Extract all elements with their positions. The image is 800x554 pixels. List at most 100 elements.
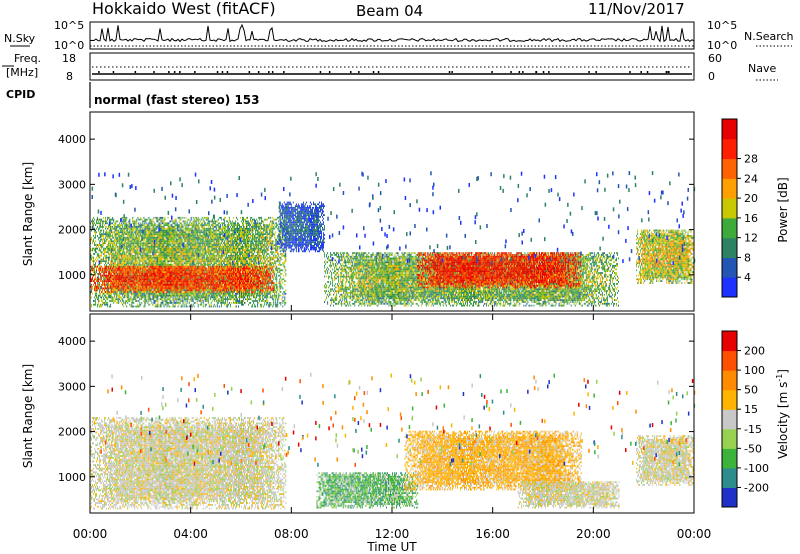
heatmap-cell (181, 251, 182, 253)
heatmap-cell (124, 231, 125, 233)
heatmap-cell (111, 222, 112, 224)
heatmap-cell (143, 248, 144, 250)
heatmap-cell (125, 291, 126, 293)
heatmap-cell (175, 306, 176, 308)
heatmap-cell (166, 235, 167, 237)
heatmap-cell (184, 222, 185, 224)
heatmap-cell (166, 291, 167, 293)
heatmap-cell (157, 250, 158, 252)
heatmap-cell (131, 237, 132, 239)
heatmap-cell (147, 255, 148, 257)
heatmap-cell (135, 221, 136, 223)
heatmap-cell (120, 262, 121, 264)
heatmap-cell (135, 264, 136, 266)
heatmap-cell (180, 259, 181, 261)
heatmap-cell (180, 260, 181, 262)
heatmap-cell (140, 297, 141, 299)
heatmap-cell (128, 246, 129, 248)
heatmap-cell (124, 221, 125, 223)
heatmap-cell (123, 302, 124, 304)
heatmap-cell (163, 257, 164, 259)
heatmap-cell (113, 253, 114, 255)
heatmap-cell (111, 293, 112, 295)
heatmap-cell (171, 253, 172, 255)
heatmap-cell (115, 264, 116, 266)
heatmap-cell (152, 230, 153, 232)
heatmap-cell (168, 244, 169, 246)
freq-mark (222, 71, 224, 73)
heatmap-cell (162, 244, 163, 246)
heatmap-cell (179, 221, 180, 223)
heatmap-cell (100, 226, 101, 228)
heatmap-cell (179, 226, 180, 228)
heatmap-cell (152, 242, 153, 244)
heatmap-cell (152, 262, 153, 264)
heatmap-cell (121, 289, 122, 291)
heatmap-cell (167, 242, 168, 244)
heatmap-cell (118, 300, 119, 302)
heatmap-cell (141, 235, 142, 237)
heatmap-cell (157, 264, 158, 266)
heatmap-cell (138, 219, 139, 221)
heatmap-cell (110, 288, 111, 290)
heatmap-cell (154, 260, 155, 262)
freq-mark (491, 71, 493, 73)
freq-mark (227, 71, 229, 73)
heatmap-cell (156, 251, 157, 253)
heatmap-cell (151, 237, 152, 239)
heatmap-cell (126, 230, 127, 232)
heatmap-cell (104, 277, 105, 279)
heatmap-cell (185, 248, 186, 250)
heatmap-cell (130, 259, 131, 261)
heatmap-cell (143, 259, 144, 261)
heatmap-cell (94, 250, 95, 252)
heatmap-cell (120, 300, 121, 302)
heatmap-cell (161, 237, 162, 239)
heatmap-cell (156, 231, 157, 233)
heatmap-cell (180, 219, 181, 221)
heatmap-cell (118, 253, 119, 255)
heatmap-cell (135, 244, 136, 246)
heatmap-cell (132, 246, 133, 248)
heatmap-cell (109, 240, 110, 242)
heatmap-cell (166, 266, 167, 268)
heatmap-cell (96, 297, 97, 299)
heatmap-cell (108, 240, 109, 242)
heatmap-cell (148, 259, 149, 261)
heatmap-cell (171, 239, 172, 241)
heatmap-cell (140, 244, 141, 246)
heatmap-cell (92, 286, 93, 288)
heatmap-cell (136, 251, 137, 253)
heatmap-cell (91, 297, 92, 299)
heatmap-cell (94, 297, 95, 299)
heatmap-cell (160, 219, 161, 221)
heatmap-cell (170, 239, 171, 241)
heatmap-cell (157, 219, 158, 221)
heatmap-cell (127, 230, 128, 232)
heatmap-cell (150, 255, 151, 257)
heatmap-cell (107, 289, 108, 291)
heatmap-cell (124, 242, 125, 244)
heatmap-cell (133, 297, 134, 299)
heatmap-cell (155, 244, 156, 246)
heatmap-cell (127, 224, 128, 226)
heatmap-cell (176, 264, 177, 266)
heatmap-cell (170, 250, 171, 252)
heatmap-cell (155, 226, 156, 228)
heatmap-cell (149, 222, 150, 224)
heatmap-cell (139, 246, 140, 248)
heatmap-cell (174, 222, 175, 224)
heatmap-cell (126, 242, 127, 244)
heatmap-cell (151, 224, 152, 226)
heatmap-cell (180, 217, 181, 219)
heatmap-cell (181, 295, 182, 297)
heatmap-cell (145, 298, 146, 300)
heatmap-cell (133, 222, 134, 224)
heatmap-cell (103, 253, 104, 255)
freq-tick-top: 18 (62, 52, 76, 65)
heatmap-cell (104, 248, 105, 250)
heatmap-cell (171, 240, 172, 242)
heatmap-cell (157, 251, 158, 253)
heatmap-cell (120, 291, 121, 293)
heatmap-cell (157, 298, 158, 300)
